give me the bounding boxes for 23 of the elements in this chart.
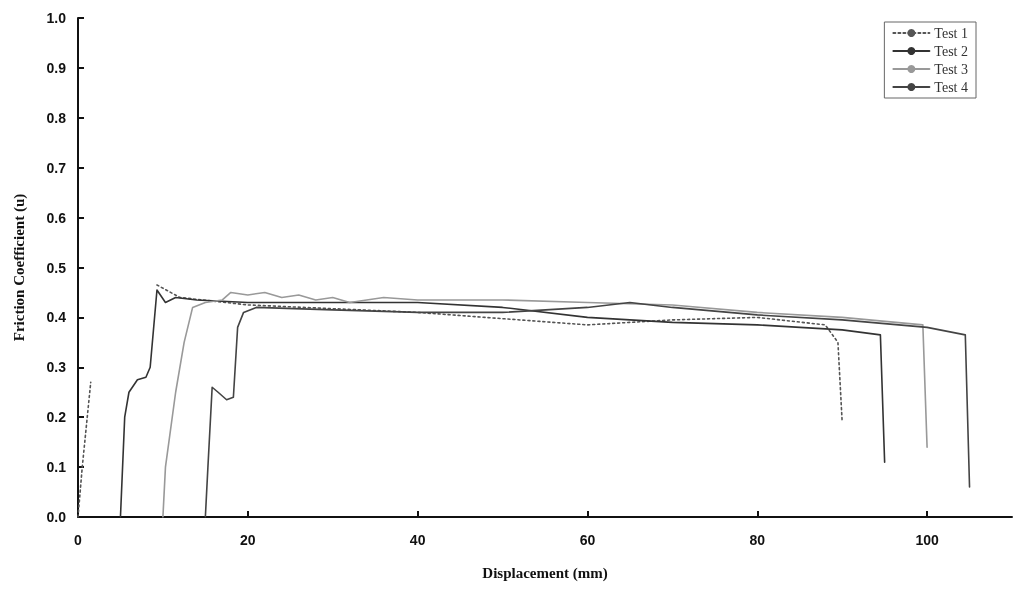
y-tick-label: 0.6: [46, 209, 67, 226]
x-tick-label: 40: [409, 532, 426, 548]
legend-label: Test 1: [934, 25, 969, 41]
y-tick-label: 0.2: [46, 409, 67, 426]
x-tick-label: 0: [74, 532, 83, 548]
x-axis-title: Displacement (mm): [482, 564, 608, 582]
y-tick-label: 0.0: [46, 509, 67, 525]
y-tick-label: 0.9: [46, 59, 67, 76]
y-tick-label: 0.4: [46, 309, 67, 326]
legend-label: Test 3: [934, 61, 969, 77]
x-tick-label: 20: [240, 532, 256, 548]
y-tick-label: 0.3: [46, 359, 67, 376]
y-tick-label: 0.5: [46, 259, 67, 276]
y-tick-label: 0.7: [46, 159, 67, 176]
y-tick-label: 0.1: [46, 459, 67, 476]
legend-label: Test 2: [934, 43, 969, 59]
y-tick-label: 0.8: [46, 109, 67, 126]
y-tick-label: 1.0: [46, 10, 67, 26]
x-tick-label: 60: [579, 532, 596, 548]
y-axis-title: Friction Coefficient (u): [10, 193, 28, 342]
x-tick-label: 100: [915, 532, 939, 548]
legend-label: Test 4: [934, 79, 969, 95]
x-tick-label: 80: [749, 532, 766, 548]
